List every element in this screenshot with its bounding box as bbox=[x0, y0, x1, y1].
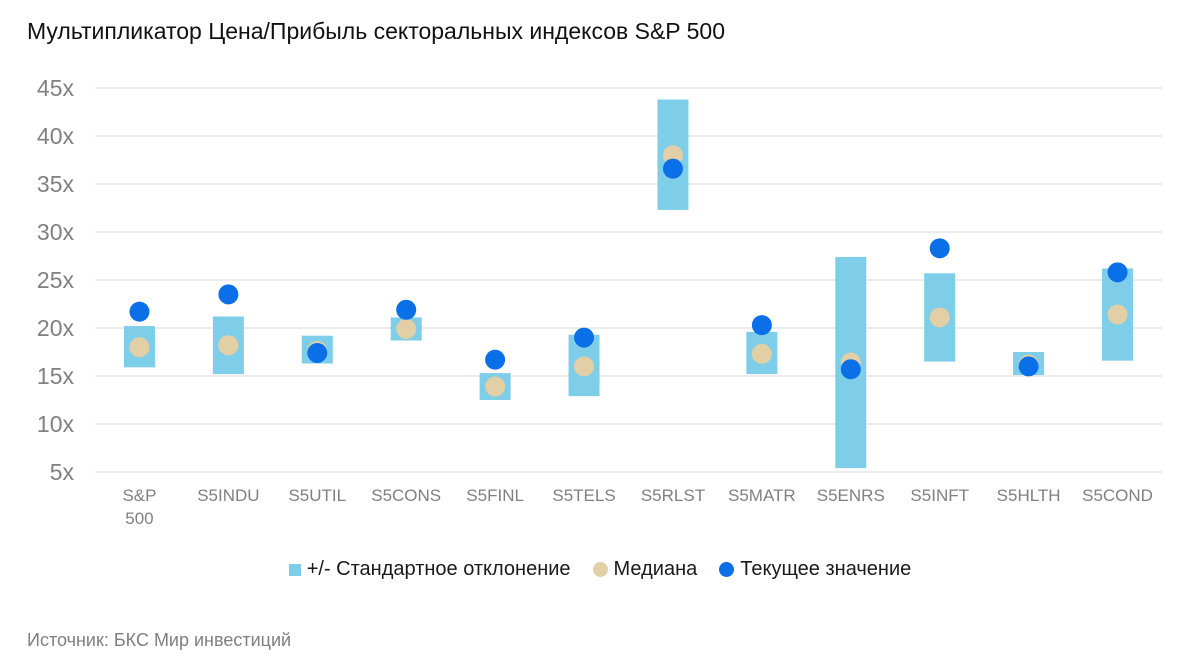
grid-lines bbox=[95, 87, 1162, 473]
current-point bbox=[129, 301, 150, 322]
median-point bbox=[1107, 304, 1128, 325]
legend-item-current: Текущее значение bbox=[719, 558, 911, 581]
y-tick-label: 30x bbox=[37, 219, 75, 245]
x-axis-labels: S&P 500 S5INDU S5UTIL S5CONS S5FINL S5TELS S5RL… bbox=[122, 486, 1153, 528]
current-point bbox=[485, 349, 506, 370]
y-tick-label: 5x bbox=[50, 459, 75, 485]
legend-label-band: +/- Стандартное отклонение bbox=[306, 558, 571, 580]
current-point bbox=[1018, 356, 1039, 377]
median-points bbox=[129, 145, 1128, 397]
x-category-label: S5INFT bbox=[910, 486, 969, 505]
current-point bbox=[840, 359, 861, 380]
x-category-label: S5HLTH bbox=[997, 486, 1061, 505]
median-swatch bbox=[592, 562, 608, 577]
current-point bbox=[218, 284, 239, 305]
x-category-label: S5UTIL bbox=[288, 486, 346, 505]
legend-label-current: Текущее значение bbox=[740, 558, 912, 580]
current-point bbox=[1107, 262, 1128, 283]
y-tick-label: 20x bbox=[37, 315, 75, 341]
std-bands bbox=[123, 99, 1134, 469]
x-category-label: S5TELS bbox=[552, 486, 615, 505]
legend-item-median: Медиана bbox=[592, 558, 698, 581]
y-axis-ticks: 5x 10x 15x 20x 25x 30x 35x 40x 45x bbox=[37, 75, 75, 485]
x-category-label: S5INDU bbox=[197, 486, 259, 505]
legend-label-median: Медиана bbox=[613, 558, 698, 580]
current-point bbox=[929, 238, 950, 259]
median-point bbox=[129, 337, 150, 358]
median-point bbox=[574, 356, 595, 377]
y-tick-label: 25x bbox=[37, 267, 75, 293]
current-point bbox=[307, 342, 328, 363]
y-tick-label: 10x bbox=[37, 411, 75, 437]
median-point bbox=[485, 376, 506, 397]
median-point bbox=[218, 335, 239, 356]
y-tick-label: 35x bbox=[37, 171, 75, 197]
chart-title: Мультипликатор Цена/Прибыль секторальных… bbox=[27, 18, 725, 44]
x-category-label: S5FINL bbox=[466, 486, 524, 505]
current-point bbox=[751, 315, 772, 336]
x-category-label: S5RLST bbox=[641, 486, 705, 505]
current-swatch bbox=[719, 562, 735, 577]
x-category-label: S5CONS bbox=[371, 486, 441, 505]
source-note: Источник: БКС Мир инвестиций bbox=[27, 630, 292, 650]
x-category-label: S5COND bbox=[1082, 486, 1153, 505]
band-swatch bbox=[288, 563, 301, 576]
median-point bbox=[929, 307, 950, 328]
median-point bbox=[396, 318, 417, 339]
current-points bbox=[129, 158, 1128, 380]
legend-item-band: +/- Стандартное отклонение bbox=[288, 558, 571, 581]
current-point bbox=[662, 158, 683, 179]
x-category-label: S&P bbox=[122, 486, 156, 505]
legend: +/- Стандартное отклонение Медиана Текущ… bbox=[0, 558, 1200, 581]
x-category-label: S5ENRS bbox=[817, 486, 885, 505]
x-category-label: S5MATR bbox=[728, 486, 796, 505]
median-point bbox=[751, 343, 772, 364]
x-category-label: 500 bbox=[125, 509, 153, 528]
current-point bbox=[574, 327, 595, 348]
y-tick-label: 40x bbox=[37, 123, 75, 149]
current-point bbox=[396, 299, 417, 320]
y-tick-label: 15x bbox=[37, 363, 75, 389]
y-tick-label: 45x bbox=[37, 75, 75, 101]
